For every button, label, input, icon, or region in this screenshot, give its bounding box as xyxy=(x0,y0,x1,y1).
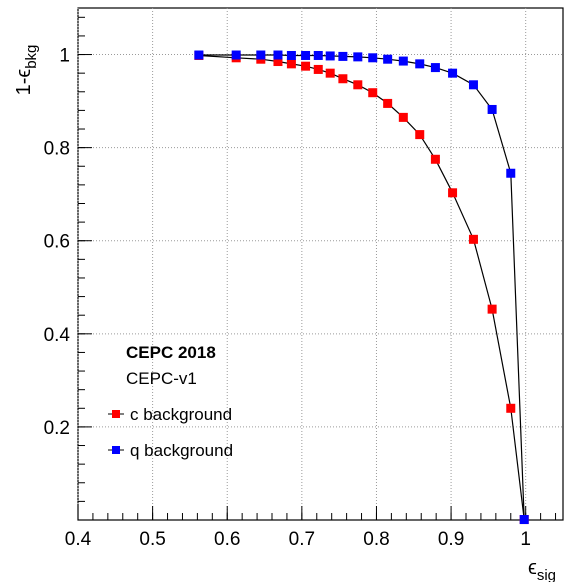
y-axis-label: 1-ϵbkg xyxy=(13,45,40,96)
y-tick-label: 0.6 xyxy=(44,232,70,253)
y-tick-label: 1 xyxy=(59,46,70,67)
data-point-series-0 xyxy=(448,188,457,197)
data-point-series-1 xyxy=(383,55,392,64)
x-tick-label: 1 xyxy=(520,529,531,550)
data-point-series-1 xyxy=(194,51,203,60)
x-tick-label: 0.9 xyxy=(438,529,464,550)
data-point-series-0 xyxy=(506,404,515,413)
annotation-title: CEPC 2018 xyxy=(126,343,216,362)
x-tick-label: 0.8 xyxy=(363,529,389,550)
data-point-series-0 xyxy=(353,80,362,89)
data-point-series-1 xyxy=(431,63,440,72)
data-point-series-1 xyxy=(448,69,457,78)
data-point-series-0 xyxy=(338,74,347,83)
data-point-series-1 xyxy=(415,59,424,68)
y-axis-label-sub: bkg xyxy=(23,45,40,69)
x-axis-label-sub: sig xyxy=(537,567,556,582)
x-tick-label: 0.7 xyxy=(289,529,315,550)
data-point-series-1 xyxy=(256,51,265,60)
legend-marker-c xyxy=(112,410,120,418)
y-tick-label: 0.4 xyxy=(44,325,71,346)
legend-label-c: c background xyxy=(130,405,232,424)
data-point-series-1 xyxy=(326,51,335,60)
data-point-series-0 xyxy=(314,65,323,74)
data-point-series-0 xyxy=(287,59,296,68)
x-axis-label-main: ϵ xyxy=(528,557,537,579)
data-point-series-1 xyxy=(273,51,282,60)
data-point-series-0 xyxy=(301,62,310,71)
data-point-series-1 xyxy=(314,51,323,60)
x-tick-label: 0.6 xyxy=(214,529,240,550)
data-point-series-1 xyxy=(301,51,310,60)
x-axis-label: ϵsig xyxy=(528,557,556,582)
data-point-series-1 xyxy=(368,53,377,62)
data-point-series-0 xyxy=(469,235,478,244)
data-point-series-1 xyxy=(520,515,529,524)
data-point-series-0 xyxy=(326,69,335,78)
data-point-series-1 xyxy=(469,80,478,89)
y-tick-label: 0.2 xyxy=(44,418,70,439)
legend-label-q: q background xyxy=(130,441,233,460)
data-point-series-0 xyxy=(431,155,440,164)
x-tick-label: 0.4 xyxy=(65,529,92,550)
data-point-series-1 xyxy=(506,169,515,178)
annotation-subtitle: CEPC-v1 xyxy=(126,369,197,388)
y-tick-label: 0.8 xyxy=(44,139,70,160)
data-point-series-1 xyxy=(232,51,241,60)
data-point-series-0 xyxy=(368,88,377,97)
data-point-series-1 xyxy=(338,52,347,61)
data-point-series-1 xyxy=(488,105,497,114)
data-point-series-0 xyxy=(488,305,497,314)
data-point-series-1 xyxy=(399,57,408,66)
legend-marker-q xyxy=(112,446,120,454)
data-point-series-1 xyxy=(287,51,296,60)
y-axis-label-main: 1-ϵ xyxy=(13,69,35,96)
data-point-series-0 xyxy=(415,130,424,139)
data-point-series-0 xyxy=(383,99,392,108)
x-tick-label: 0.5 xyxy=(139,529,165,550)
data-point-series-1 xyxy=(353,52,362,61)
data-point-series-0 xyxy=(399,113,408,122)
